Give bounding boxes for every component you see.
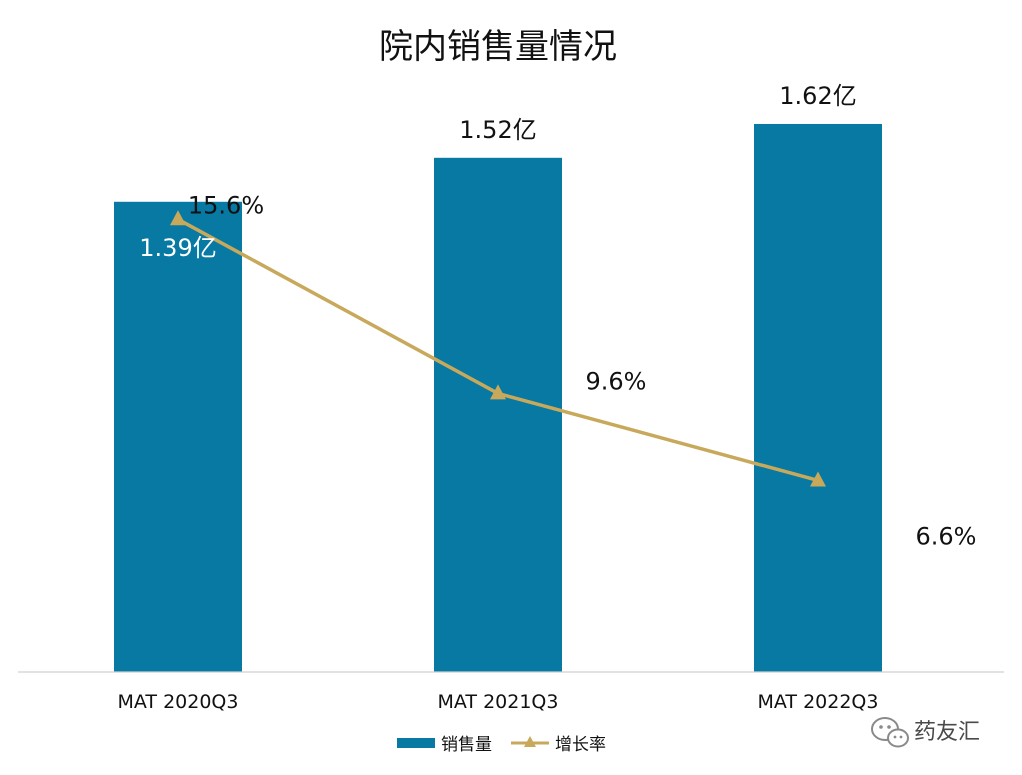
bar-labels-layer: 1.39亿 1.52亿 1.62亿: [139, 82, 856, 262]
bars-layer: [114, 123, 882, 673]
x-tick-label-2: MAT 2022Q3: [758, 691, 879, 713]
wechat-icon: [871, 717, 909, 748]
bar-2: [754, 123, 882, 672]
legend-label-bar: 销售量: [441, 735, 492, 755]
growth-point-2: [810, 471, 826, 487]
watermark: 药友汇: [871, 717, 980, 748]
legend: 销售量 增长率: [397, 735, 606, 755]
chart-title: 院内销售量情况: [379, 27, 617, 67]
bar-1: [434, 157, 562, 672]
bar-0: [114, 201, 242, 673]
growth-value-label-2: 6.6%: [916, 522, 977, 550]
bar-value-label-2: 1.62亿: [779, 82, 856, 110]
line-layer: [170, 210, 826, 487]
legend-swatch-line-marker: [524, 736, 536, 747]
x-tick-label-1: MAT 2021Q3: [438, 691, 559, 713]
watermark-text: 药友汇: [914, 720, 980, 745]
bar-value-label-0: 1.39亿: [139, 234, 216, 262]
legend-swatch-bar: [397, 738, 435, 748]
growth-value-label-0: 15.6%: [188, 191, 264, 219]
legend-label-line: 增长率: [555, 735, 606, 755]
x-tick-labels: MAT 2020Q3 MAT 2021Q3 MAT 2022Q3: [118, 691, 879, 713]
x-tick-label-0: MAT 2020Q3: [118, 691, 239, 713]
line-labels-layer: 15.6% 9.6% 6.6%: [188, 191, 977, 550]
bar-value-label-1: 1.52亿: [459, 116, 536, 144]
growth-point-1: [490, 384, 506, 400]
growth-value-label-1: 9.6%: [586, 367, 647, 395]
growth-point-0: [170, 210, 186, 226]
